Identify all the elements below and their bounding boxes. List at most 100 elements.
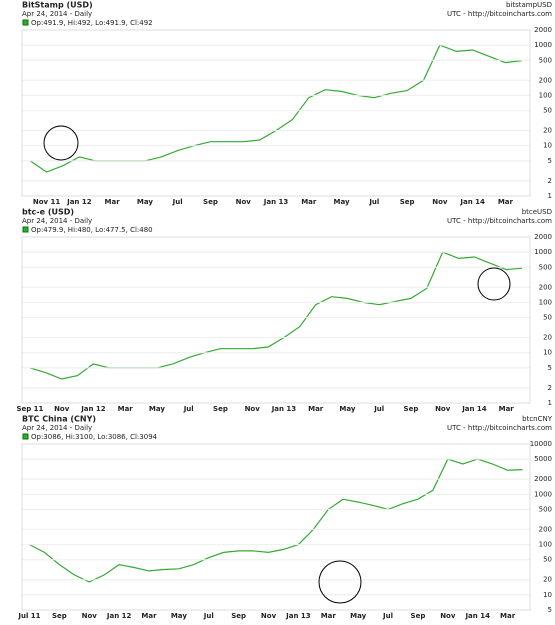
chart-title: BitStamp (USD) xyxy=(22,1,93,10)
price-line xyxy=(29,44,522,173)
y-tick-label: 1000 xyxy=(534,248,552,256)
y-tick-label: 10 xyxy=(543,591,552,599)
x-tick-label: Mar xyxy=(301,198,317,206)
x-tick-label: Nov xyxy=(440,612,456,620)
x-tick-label: Jan 13 xyxy=(285,612,311,620)
x-tick-label: Mar xyxy=(308,405,324,413)
price-line xyxy=(29,251,523,380)
symbol: bitstampUSD xyxy=(506,1,552,9)
y-tick-label: 5 xyxy=(548,157,552,165)
x-tick-label: Jul xyxy=(172,198,183,206)
x-tick-label: Nov xyxy=(261,612,277,620)
x-tick-label: Nov xyxy=(236,198,252,206)
x-tick-label: Jul xyxy=(203,612,214,620)
annotation-circle xyxy=(318,560,362,604)
x-tick-label: Jan 12 xyxy=(80,405,106,413)
plot-frame xyxy=(21,443,531,611)
annotation-circle xyxy=(477,267,511,301)
legend-swatch xyxy=(22,433,29,440)
y-tick-label: 5000 xyxy=(534,455,552,463)
y-tick-label: 500 xyxy=(539,56,552,64)
x-tick-label: May xyxy=(339,405,355,413)
y-tick-label: 2 xyxy=(548,384,552,392)
plot-frame xyxy=(21,29,531,197)
x-tick-label: Sep 11 xyxy=(16,405,43,413)
x-tick-label: Jan 14 xyxy=(464,612,490,620)
x-tick-label: Jul xyxy=(368,198,379,206)
y-tick-label: 2000 xyxy=(534,26,552,34)
x-tick-label: Nov xyxy=(54,405,70,413)
x-tick-label: Sep xyxy=(213,405,228,413)
subtitle: Apr 24, 2014 - Daily xyxy=(22,10,92,18)
legend-swatch xyxy=(22,19,29,26)
x-tick-label: Mar xyxy=(499,405,515,413)
source: UTC - http://bitcoincharts.com xyxy=(447,424,552,432)
x-tick-label: Nov xyxy=(82,612,98,620)
x-tick-label: May xyxy=(137,198,153,206)
x-tick-label: Mar xyxy=(498,198,514,206)
y-tick-label: 200 xyxy=(539,283,552,291)
x-tick-label: Sep xyxy=(400,198,415,206)
y-tick-label: 500 xyxy=(539,263,552,271)
chart-title: btc-e (USD) xyxy=(22,208,74,217)
x-tick-label: Sep xyxy=(203,198,218,206)
y-tick-label: 5 xyxy=(548,606,552,614)
x-tick-label: May xyxy=(171,612,187,620)
x-tick-label: Nov xyxy=(245,405,261,413)
y-tick-label: 2 xyxy=(548,177,552,185)
x-tick-label: May xyxy=(149,405,165,413)
x-tick-label: Jul xyxy=(183,405,194,413)
y-tick-label: 20 xyxy=(543,334,552,342)
y-tick-label: 10 xyxy=(543,142,552,150)
subtitle: Apr 24, 2014 - Daily xyxy=(22,424,92,432)
x-tick-label: Mar xyxy=(321,612,337,620)
x-tick-label: Jul xyxy=(382,612,393,620)
x-tick-label: Jan 14 xyxy=(459,198,485,206)
x-tick-label: Jan 13 xyxy=(263,198,289,206)
subtitle: Apr 24, 2014 - Daily xyxy=(22,217,92,225)
x-tick-label: Jan 12 xyxy=(106,612,132,620)
y-tick-label: 2000 xyxy=(534,233,552,241)
annotation-circle xyxy=(43,125,79,161)
x-tick-label: Jan 13 xyxy=(271,405,297,413)
legend-swatch xyxy=(22,226,29,233)
y-tick-label: 50 xyxy=(543,314,552,322)
x-tick-label: Mar xyxy=(118,405,134,413)
y-tick-label: 100 xyxy=(539,541,552,549)
y-tick-label: 1000 xyxy=(534,490,552,498)
price-line xyxy=(29,458,523,583)
y-tick-label: 100 xyxy=(539,91,552,99)
y-tick-label: 5 xyxy=(548,364,552,372)
legend-text: Op:479.9, Hi:480, Lo:477.5, Cl:480 xyxy=(31,226,153,234)
y-tick-label: 20 xyxy=(543,127,552,135)
x-tick-label: Nov xyxy=(435,405,451,413)
y-tick-label: 50 xyxy=(543,556,552,564)
source: UTC - http://bitcoincharts.com xyxy=(447,217,552,225)
symbol: btceUSD xyxy=(522,208,552,216)
x-tick-label: May xyxy=(334,198,350,206)
x-tick-label: Mar xyxy=(105,198,121,206)
legend-text: Op:491.9, Hi:492, Lo:491.9, Cl:492 xyxy=(31,19,153,27)
x-tick-label: Sep xyxy=(231,612,246,620)
y-tick-label: 500 xyxy=(539,505,552,513)
x-tick-label: Sep xyxy=(52,612,67,620)
x-tick-label: May xyxy=(350,612,366,620)
y-tick-label: 100 xyxy=(539,298,552,306)
y-tick-label: 10 xyxy=(543,349,552,357)
x-tick-label: Mar xyxy=(141,612,157,620)
y-tick-label: 10000 xyxy=(530,440,552,448)
plot-frame xyxy=(21,236,531,404)
x-tick-label: Jan 14 xyxy=(461,405,487,413)
x-tick-label: Sep xyxy=(404,405,419,413)
legend-text: Op:3086, Hi:3100, Lo:3086, Cl:3094 xyxy=(31,433,158,441)
y-tick-label: 2000 xyxy=(534,475,552,483)
x-tick-label: Jan 12 xyxy=(66,198,92,206)
y-tick-label: 1 xyxy=(548,399,552,407)
x-tick-label: Mar xyxy=(500,612,516,620)
y-tick-label: 200 xyxy=(539,525,552,533)
x-tick-label: Jul xyxy=(373,405,384,413)
source: UTC - http://bitcoincharts.com xyxy=(447,10,552,18)
y-tick-label: 200 xyxy=(539,76,552,84)
